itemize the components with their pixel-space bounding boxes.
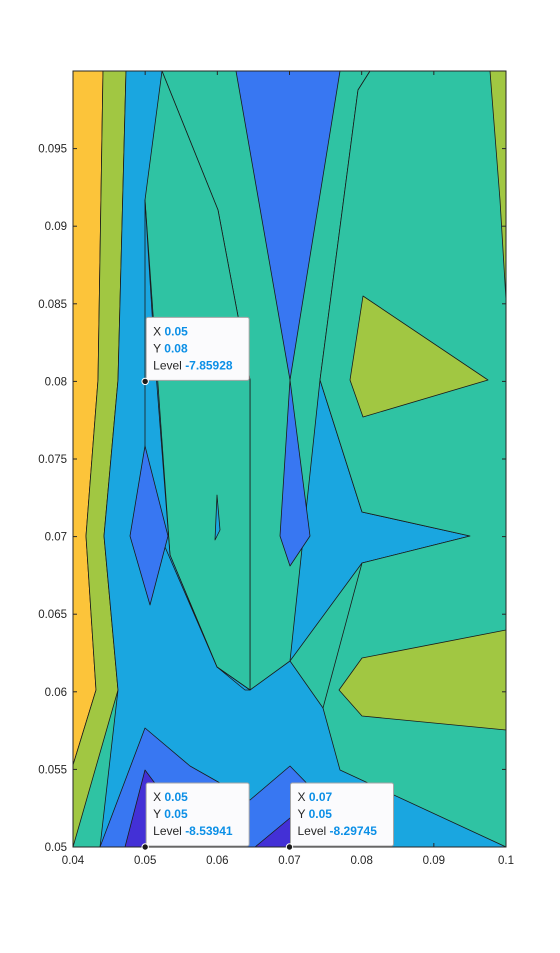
y-tick-label: 0.085	[38, 299, 67, 311]
datatip-box	[290, 782, 394, 847]
x-tick-label: 0.08	[350, 855, 372, 867]
datatip-row: Y 0.05	[298, 807, 333, 821]
x-tick-label: 0.06	[206, 855, 228, 867]
datatip-value: -8.53941	[185, 824, 233, 838]
datatip-label: Level	[153, 824, 185, 838]
datatip-row: Level -8.29745	[298, 824, 378, 838]
y-axis: 0.05 0.055 0.06 0.065 0.07 0.075 0.08 0.085 0.09…	[38, 144, 506, 854]
datatip-label: Level	[298, 824, 330, 838]
datatip-value: 0.05	[164, 807, 188, 821]
y-tick-label: 0.05	[45, 842, 67, 854]
datatip-box	[145, 316, 250, 381]
y-tick-label: 0.065	[38, 609, 67, 621]
y-tick-label: 0.075	[38, 454, 67, 466]
contour-region-mid-low	[214, 494, 221, 541]
x-tick-label: 0.07	[278, 855, 300, 867]
x-tick-label: 0.09	[423, 855, 445, 867]
x-tick-label: 0.05	[134, 855, 156, 867]
contour-region-mid-high	[489, 71, 506, 301]
datatip-value: 0.05	[165, 790, 189, 804]
contour-region-low	[235, 71, 341, 567]
datatip-row: X 0.07	[298, 790, 333, 804]
datatip-label: X	[153, 790, 164, 804]
datatip-marker	[141, 377, 149, 386]
contour-region-mid-high	[338, 629, 506, 731]
datatip-label: X	[153, 324, 164, 338]
datatip-row: X 0.05	[153, 790, 188, 804]
datatip-box	[145, 782, 250, 847]
datatip-marker	[141, 843, 149, 851]
datatip-value: 0.05	[309, 807, 333, 821]
x-tick-label: 0.1	[498, 855, 514, 867]
contour-region-mid	[319, 71, 506, 847]
datatip-row: Y 0.05	[153, 807, 188, 821]
datatip-label: Y	[153, 807, 164, 821]
y-tick-label: 0.07	[45, 532, 67, 544]
datatip-marker	[285, 843, 294, 851]
contour-region-mid-high	[349, 295, 489, 418]
datatip-label: Level	[153, 358, 185, 372]
y-tick-label: 0.055	[38, 764, 67, 776]
datatip-row: X 0.05	[153, 324, 188, 338]
y-tick-label: 0.09	[45, 221, 67, 233]
y-tick-label: 0.095	[38, 144, 67, 156]
datatip-label: X	[298, 790, 309, 804]
contour-region-low	[129, 445, 169, 606]
datatip-value: 0.05	[165, 324, 189, 338]
datatip-row: Y 0.08	[153, 341, 188, 355]
datatip-label: Y	[153, 341, 164, 355]
datatip-label: Y	[298, 807, 309, 821]
datatip-value: -7.85928	[185, 358, 233, 372]
datatip-row: Level -8.53941	[153, 824, 233, 838]
datatip-value: 0.07	[309, 790, 333, 804]
y-tick-label: 0.06	[45, 687, 67, 699]
datatip-value: -8.29745	[330, 824, 378, 838]
x-tick-label: 0.04	[62, 855, 85, 867]
datatip-row: Level -7.85928	[153, 358, 233, 372]
x-axis: 0.04 0.05 0.06 0.07 0.08 0.09 0.1	[62, 71, 514, 867]
plot-area[interactable]	[72, 70, 507, 848]
y-tick-label: 0.08	[45, 376, 67, 388]
datatip-value: 0.08	[164, 341, 188, 355]
